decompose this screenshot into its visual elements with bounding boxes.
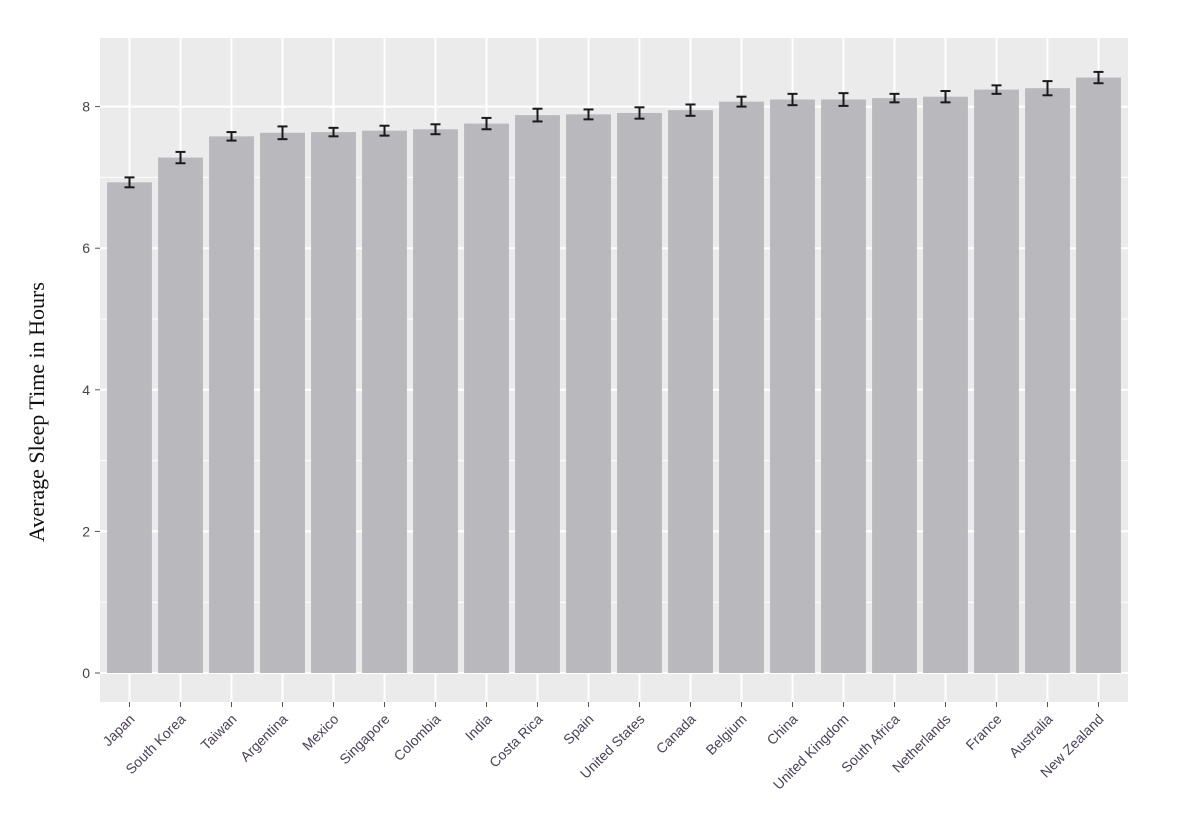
error-bar	[328, 126, 339, 138]
bar	[821, 99, 866, 673]
bar	[158, 157, 203, 674]
x-tick-label: Canada	[653, 711, 699, 757]
x-tick-label: Argentina	[237, 711, 291, 765]
y-tick-label: 8	[82, 99, 90, 115]
y-axis-ticks: 0 2 4 6 8	[82, 99, 100, 681]
x-tick-label: France	[962, 711, 1004, 753]
bar	[566, 114, 611, 673]
error-bar	[124, 176, 135, 189]
error-bar	[685, 103, 696, 117]
x-tick-label: Australia	[1006, 711, 1056, 761]
bar	[260, 132, 305, 673]
x-tick-label: China	[763, 711, 800, 748]
bar	[974, 89, 1019, 673]
bar	[362, 130, 407, 673]
y-tick-label: 0	[82, 665, 90, 681]
bar	[923, 96, 968, 674]
bar	[515, 115, 560, 673]
error-bar	[1042, 80, 1053, 97]
x-tick-label: Singapore	[336, 711, 393, 768]
bar	[617, 112, 662, 674]
error-bar	[481, 116, 492, 131]
error-bar	[787, 92, 798, 107]
error-bar	[1093, 70, 1104, 85]
error-bar	[379, 124, 390, 137]
bar	[1025, 88, 1070, 673]
bar	[464, 123, 509, 674]
error-bar	[175, 150, 186, 165]
bar	[311, 132, 356, 673]
error-bar	[736, 95, 747, 108]
x-tick-label: Spain	[560, 711, 597, 748]
y-tick-label: 6	[82, 240, 90, 256]
x-tick-label: Taiwan	[197, 711, 239, 753]
error-bar	[634, 106, 645, 120]
error-bar	[940, 90, 951, 104]
bar	[209, 136, 254, 673]
bar	[107, 182, 152, 673]
error-bar	[532, 107, 543, 123]
x-tick-label: Belgium	[703, 711, 750, 758]
error-bar	[838, 92, 849, 107]
x-tick-label: Mexico	[299, 711, 342, 754]
x-tick-label: Colombia	[390, 711, 443, 764]
x-tick-label: Japan	[99, 711, 137, 749]
bar	[770, 99, 815, 673]
x-tick-label: India	[462, 711, 495, 744]
y-tick-label: 4	[82, 382, 90, 398]
error-bar	[277, 125, 288, 141]
error-bars-group	[124, 70, 1104, 189]
bar	[668, 110, 713, 673]
error-bar	[583, 108, 594, 121]
x-tick-label: Costa Rica	[486, 711, 546, 771]
error-bar	[226, 131, 237, 142]
error-bar	[991, 84, 1002, 95]
error-bar	[430, 123, 441, 136]
y-axis-label: Average Sleep Time in Hours	[24, 282, 49, 542]
error-bar	[889, 92, 900, 104]
bar	[1076, 77, 1121, 673]
bar	[413, 129, 458, 674]
y-tick-label: 2	[82, 523, 90, 539]
bars-group	[107, 77, 1121, 674]
bar	[719, 101, 764, 674]
bar	[872, 98, 917, 673]
